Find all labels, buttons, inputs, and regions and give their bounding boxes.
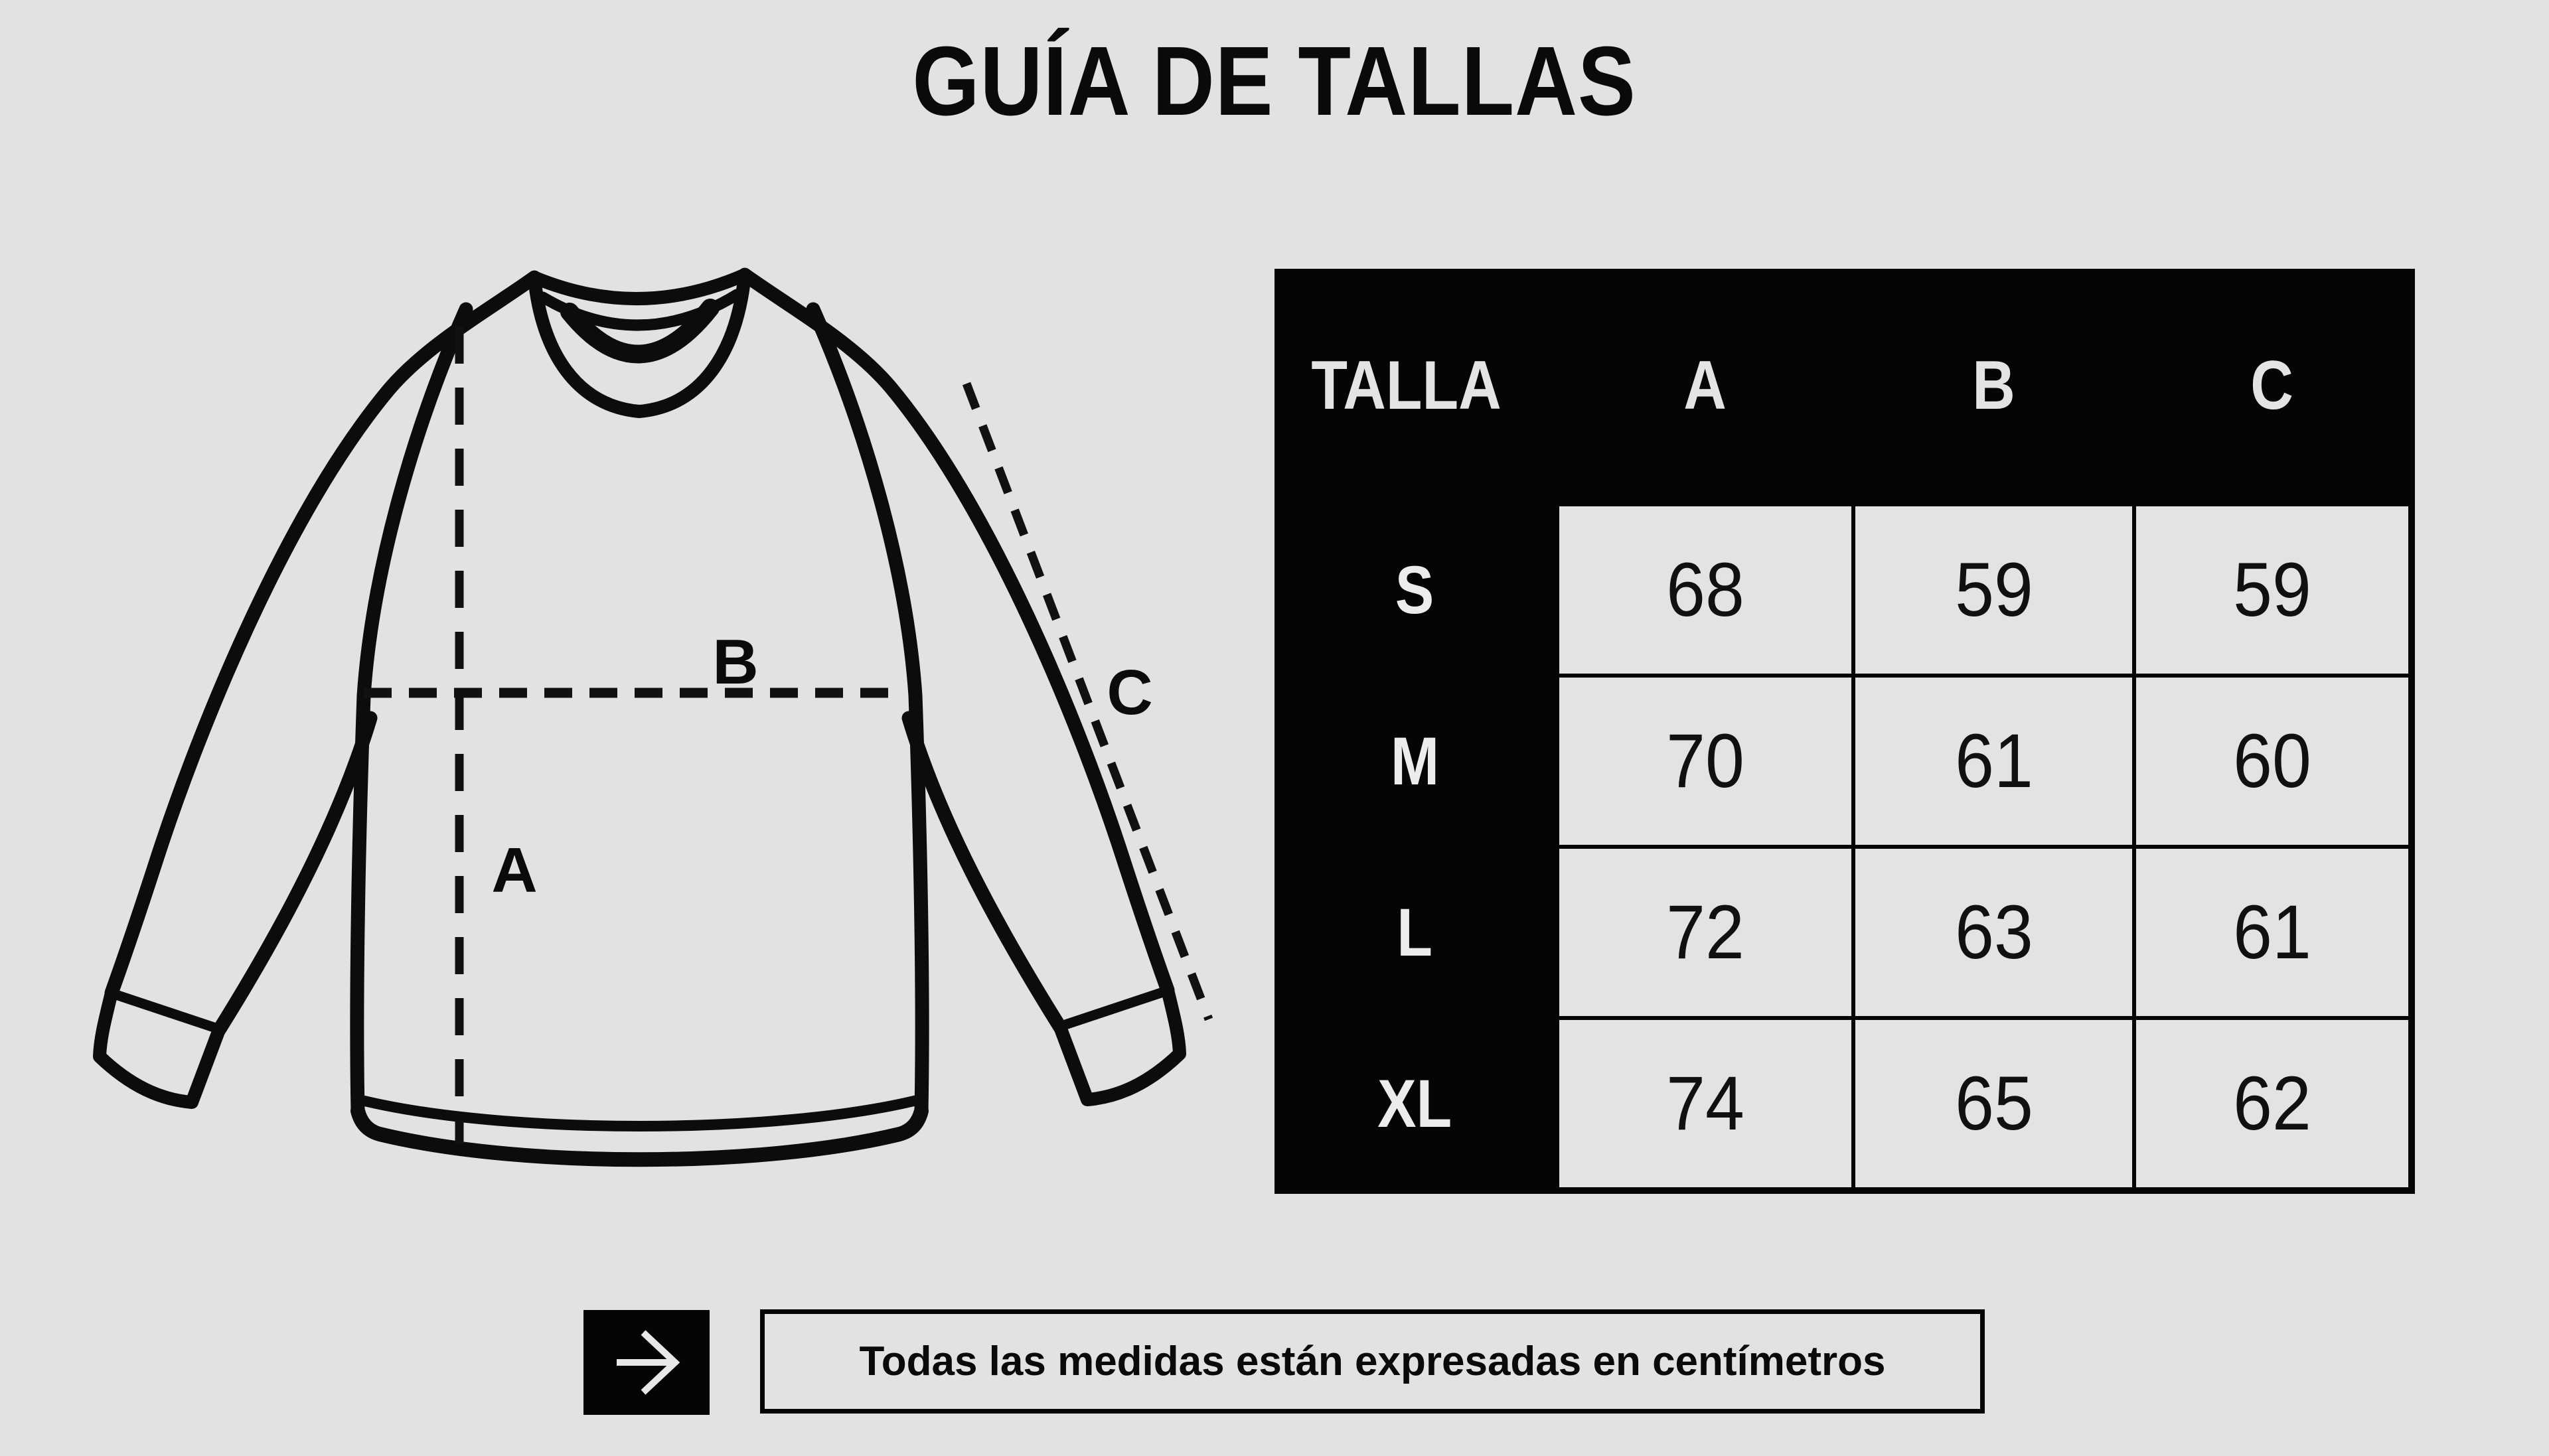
hem-bottom (350, 1104, 929, 1167)
row-xl-label: XL (1377, 1065, 1452, 1141)
row-s-a: 68 (1559, 506, 1851, 674)
header-size-label: TALLA (1311, 346, 1502, 424)
header-a-label: A (1683, 346, 1727, 424)
collar-back-line (560, 299, 720, 364)
row-l-a-value: 72 (1666, 890, 1744, 975)
shirt-measurement-diagram: A B C (93, 267, 1213, 1167)
left-sleeve-inner (212, 711, 378, 1037)
left-cuff (93, 986, 226, 1109)
row-m-b-value: 61 (1954, 719, 2033, 804)
shirt-outline (93, 267, 1186, 1167)
row-s-label: S (1395, 551, 1434, 628)
right-sleeve-outer (737, 267, 1175, 997)
page-title: GUÍA DE TALLAS (0, 27, 2549, 136)
header-b-label: B (1972, 346, 2015, 424)
row-l-c: 61 (2136, 849, 2408, 1016)
row-l-label: L (1397, 894, 1433, 970)
label-a: A (491, 835, 537, 906)
row-s-c-value: 59 (2233, 547, 2311, 632)
body-left-edge (350, 302, 473, 1118)
row-xl-c-value: 62 (2233, 1061, 2311, 1146)
row-s-c: 59 (2136, 506, 2408, 674)
arrow-button[interactable] (583, 1310, 710, 1415)
collar-front-neckline (528, 268, 751, 418)
row-m-a: 70 (1559, 678, 1851, 845)
row-xl-b-value: 65 (1954, 1061, 2033, 1146)
left-sleeve-outer (104, 270, 542, 1000)
units-note-text: Todas las medidas están expresadas en ce… (859, 1339, 1886, 1384)
row-xl-b: 65 (1855, 1020, 2132, 1187)
units-note-box: Todas las medidas están expresadas en ce… (760, 1309, 1985, 1414)
row-xl-a-value: 74 (1666, 1061, 1744, 1146)
row-xl-size: XL (1274, 1020, 1555, 1187)
right-cuff (1053, 983, 1186, 1106)
hem-seam (356, 1095, 922, 1131)
row-s-b: 59 (1855, 506, 2132, 674)
size-table-header-b: B (1855, 269, 2132, 502)
measurement-labels: A B C (491, 626, 1152, 906)
row-xl-a: 74 (1559, 1020, 1851, 1187)
right-cuff-seam (1056, 986, 1170, 1031)
size-table: TALLA A B C S 68 59 59 M 70 61 60 L 72 6… (1274, 269, 2415, 1194)
row-m-c: 60 (2136, 678, 2408, 845)
row-l-a: 72 (1559, 849, 1851, 1016)
row-l-size: L (1274, 849, 1555, 1016)
size-table-header-a: A (1559, 269, 1851, 502)
page-title-text: GUÍA DE TALLAS (912, 27, 1637, 136)
row-l-b-value: 63 (1954, 890, 2033, 975)
label-b: B (712, 626, 758, 697)
measure-line-c (962, 382, 1213, 1021)
collar-outer-rim (528, 268, 751, 306)
measurement-lines (364, 327, 1213, 1144)
row-s-a-value: 68 (1666, 547, 1744, 632)
right-arrow-icon (617, 1330, 680, 1395)
row-l-b: 63 (1855, 849, 2132, 1016)
row-xl-c: 62 (2136, 1020, 2408, 1187)
row-s-size: S (1274, 506, 1555, 674)
left-cuff-seam (109, 989, 223, 1034)
header-c-label: C (2250, 346, 2294, 424)
size-table-header-size: TALLA (1274, 269, 1555, 502)
row-m-label: M (1390, 723, 1440, 799)
row-m-c-value: 60 (2233, 719, 2311, 804)
row-m-b: 61 (1855, 678, 2132, 845)
row-m-size: M (1274, 678, 1555, 845)
label-c: C (1107, 657, 1152, 728)
row-l-c-value: 61 (2233, 890, 2311, 975)
row-m-a-value: 70 (1666, 719, 1744, 804)
body-right-edge (806, 302, 929, 1118)
row-s-b-value: 59 (1954, 547, 2033, 632)
right-sleeve-inner (901, 711, 1067, 1035)
size-table-header-c: C (2136, 269, 2408, 502)
